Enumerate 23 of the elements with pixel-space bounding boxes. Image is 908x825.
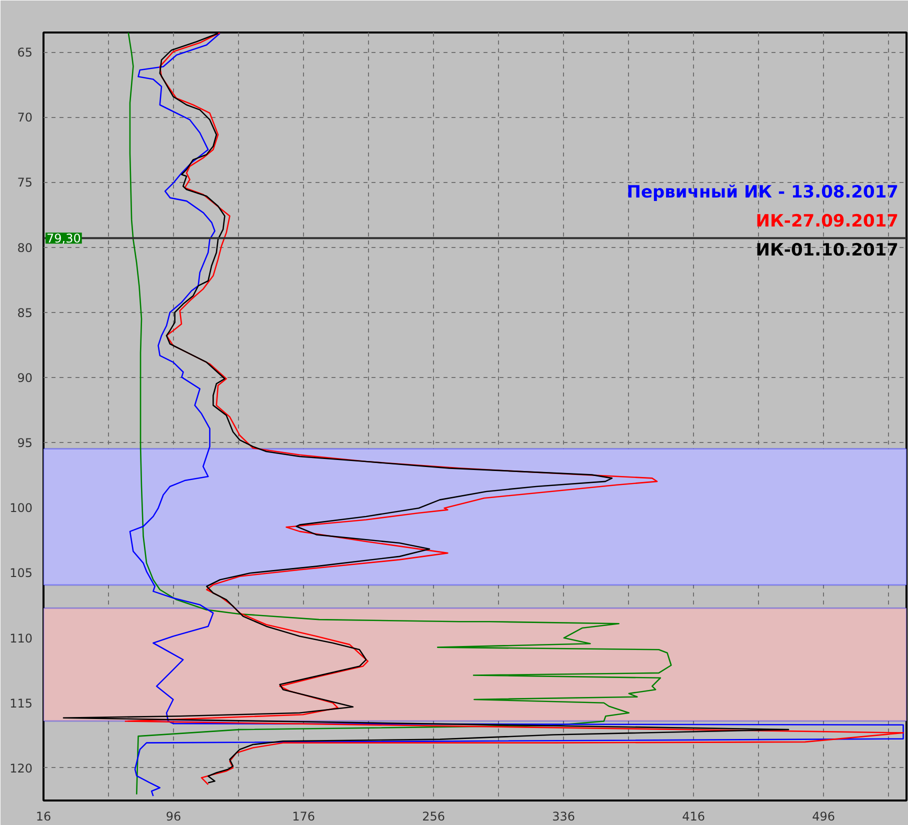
y-tick-label: 120 <box>10 761 32 776</box>
y-tick-label: 75 <box>17 176 33 190</box>
x-tick-label: 176 <box>292 810 315 824</box>
y-tick-label: 90 <box>17 370 33 385</box>
y-tick-label: 110 <box>10 631 32 646</box>
y-tick-label: 80 <box>17 240 33 255</box>
x-tick-label: 96 <box>166 810 182 824</box>
x-tick-label: 16 <box>36 810 52 824</box>
y-tick-label: 100 <box>10 501 32 516</box>
x-tick-label: 496 <box>812 810 836 824</box>
text: ИК-27.09.2017 <box>756 212 899 232</box>
y-tick-label: 95 <box>17 436 33 450</box>
y-tick-label: 65 <box>17 46 33 60</box>
x-tick-label: 416 <box>682 810 706 824</box>
y-tick-label: 115 <box>10 696 32 710</box>
ref-line-label: 79,30 <box>46 232 81 246</box>
text: ИК-01.10.2017 <box>756 240 899 260</box>
x-tick-label: 256 <box>422 810 446 824</box>
y-tick-label: 70 <box>17 110 33 125</box>
y-tick-label: 105 <box>10 566 32 580</box>
text: Первичный ИК - 13.08.2017 <box>626 182 899 202</box>
y-tick-label: 85 <box>17 306 33 320</box>
x-tick-label: 336 <box>552 810 576 824</box>
